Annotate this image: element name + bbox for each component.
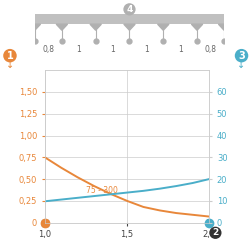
- Polygon shape: [124, 24, 135, 30]
- Polygon shape: [158, 24, 169, 30]
- Text: ↓: ↓: [238, 60, 246, 70]
- Text: 1: 1: [178, 45, 183, 54]
- Text: 2: 2: [212, 228, 219, 237]
- Text: 3: 3: [238, 51, 245, 61]
- Text: 4: 4: [126, 5, 133, 14]
- Text: 1: 1: [110, 45, 115, 54]
- Text: 1: 1: [76, 45, 81, 54]
- Polygon shape: [218, 24, 230, 30]
- Text: 0,8: 0,8: [42, 45, 54, 54]
- Polygon shape: [90, 24, 101, 30]
- Text: 1: 1: [6, 51, 13, 61]
- Text: ↓: ↓: [6, 60, 14, 70]
- Polygon shape: [56, 24, 67, 30]
- Bar: [35, 14, 224, 24]
- Text: 0,8: 0,8: [205, 45, 217, 54]
- Text: 75 - 300: 75 - 300: [86, 186, 118, 195]
- Text: 1: 1: [144, 45, 149, 54]
- Polygon shape: [191, 24, 203, 30]
- Polygon shape: [29, 24, 41, 30]
